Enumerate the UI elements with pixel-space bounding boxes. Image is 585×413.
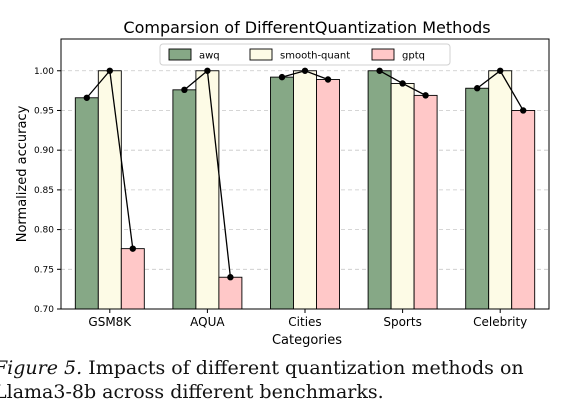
x-tick-label: Sports (383, 315, 421, 329)
chart-title: Comparsion of DifferentQuantization Meth… (123, 18, 490, 37)
bar-smooth-quant (97, 70, 122, 310)
bar-awq (367, 70, 392, 310)
bar-gptq (218, 276, 243, 310)
data-point (181, 86, 188, 94)
bar-gptq (120, 248, 145, 310)
y-axis-label: Normalized accuracy (15, 105, 30, 242)
x-axis-label: Categories (272, 333, 342, 348)
data-point (227, 274, 234, 281)
figure-label: Figure 5. (0, 357, 83, 379)
legend-swatch-gptq (371, 48, 395, 61)
data-point (324, 76, 332, 83)
connecting-lines (83, 67, 527, 281)
y-tick-label: 0.90 (34, 146, 54, 156)
legend-label-awq: awq (199, 51, 220, 62)
y-tick-label: 0.75 (34, 265, 54, 275)
legend-label-smooth-quant: smooth-quant (280, 51, 350, 62)
bar-awq (270, 76, 294, 310)
bar-smooth-quant (293, 70, 317, 310)
data-point (83, 94, 91, 101)
legend-label-gptq: gptq (402, 51, 425, 62)
bar-smooth-quant (390, 83, 415, 310)
x-tick-label: AQUA (190, 315, 225, 329)
figure-caption-text: Impacts of different quantization method… (0, 357, 524, 403)
quantization-chart: 0.70 0.75 0.80 0.85 0.90 0.95 1.00 GSM8K AQUA Cit… (15, 18, 550, 348)
bar-smooth-quant (195, 70, 220, 310)
y-tick-label: 0.95 (34, 106, 54, 116)
y-tick-label: 1.00 (34, 67, 54, 77)
y-tick-label: 0.80 (34, 226, 54, 236)
figure-caption: Figure 5. Impacts of different quantizat… (0, 356, 585, 404)
bars (74, 70, 536, 310)
bar-gptq (511, 110, 536, 310)
bar-gptq (316, 79, 340, 310)
axes: 0.70 0.75 0.80 0.85 0.90 0.95 1.00 GSM8K AQUA Cit… (34, 67, 527, 329)
data-point (204, 67, 211, 74)
data-point (422, 92, 429, 99)
y-tick-label: 0.70 (34, 305, 54, 315)
data-point (399, 80, 406, 87)
bar-smooth-quant (488, 70, 513, 310)
legend-swatch-smooth-quant (249, 48, 273, 61)
bar-awq (172, 89, 197, 310)
data-point (278, 73, 286, 81)
legend: awq smooth-quant gptq (159, 43, 451, 66)
data-point (474, 85, 481, 92)
data-point (301, 67, 309, 74)
data-point (497, 67, 504, 74)
data-point (376, 67, 383, 74)
bar-awq (74, 97, 99, 310)
data-point (106, 67, 114, 74)
x-tick-label: Cities (288, 315, 321, 329)
x-tick-label: GSM8K (88, 315, 132, 329)
x-tick-label: Celebrity (473, 315, 527, 329)
bar-awq (465, 87, 490, 310)
bar-gptq (413, 94, 438, 310)
y-tick-label: 0.85 (34, 186, 54, 196)
data-point (520, 107, 527, 114)
legend-swatch-awq (168, 48, 192, 61)
data-point (129, 245, 136, 252)
